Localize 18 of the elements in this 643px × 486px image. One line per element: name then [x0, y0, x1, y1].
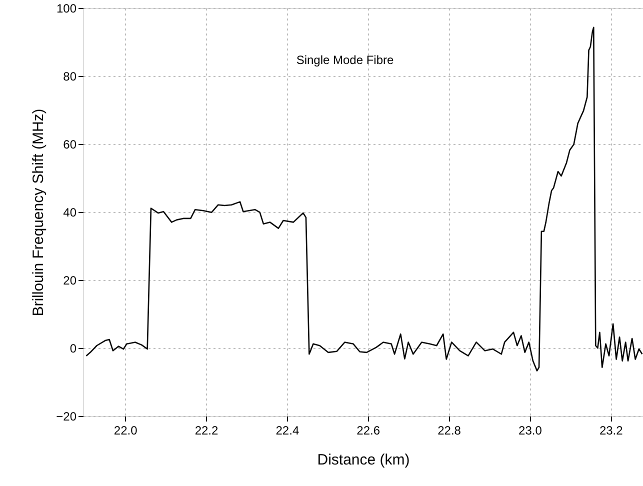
annotation: Single Mode Fibre [296, 53, 394, 67]
x-tick-label: 23.0 [518, 424, 542, 438]
y-tick-label: 60 [63, 138, 77, 152]
line-series [86, 26, 643, 372]
y-tick-label: 0 [70, 342, 77, 356]
x-tick-label: 22.2 [194, 424, 219, 438]
x-tick-label: 22.4 [276, 424, 300, 438]
x-axis-title: Distance (km) [317, 452, 410, 468]
y-tick-label: −20 [56, 410, 77, 424]
x-tick-label: 23.2 [599, 424, 624, 438]
y-tick-label: 20 [63, 274, 77, 288]
x-tick-label: 22.8 [438, 424, 462, 438]
x-tick-label: 22.0 [114, 424, 138, 438]
y-tick-label: 40 [63, 206, 77, 220]
y-axis-title: Brillouin Frequency Shift (MHz) [30, 108, 48, 316]
x-tick-label: 22.6 [356, 424, 380, 438]
y-tick-label: 100 [56, 2, 77, 16]
y-tick-label: 80 [63, 70, 77, 84]
